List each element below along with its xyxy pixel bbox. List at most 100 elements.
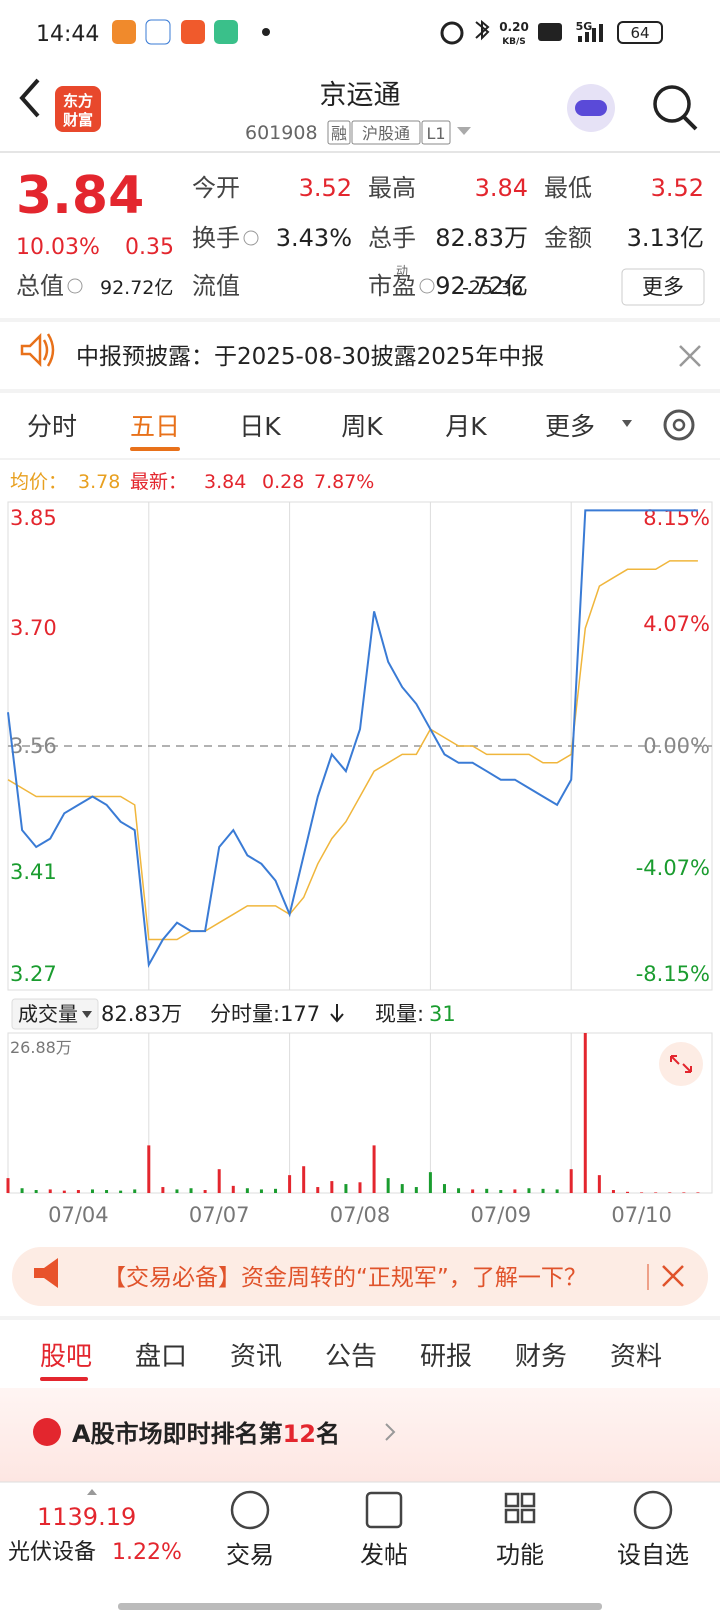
nav-item[interactable]: 发帖 (360, 1541, 408, 1569)
volume-bar (626, 1191, 630, 1193)
tab[interactable]: 五日 (130, 412, 180, 441)
close-banner[interactable] (662, 1265, 684, 1287)
volume-bar (611, 1190, 615, 1193)
nav-item[interactable]: 交易 (226, 1541, 274, 1569)
field-label: 换手 (192, 224, 240, 252)
ranking-suffix: 名 (316, 1420, 340, 1448)
field-label: 总值 (16, 272, 64, 300)
tab[interactable]: 更多 (545, 412, 595, 441)
volume-bar (34, 1190, 38, 1193)
field-label: 今开 (192, 174, 240, 202)
settings-button[interactable] (663, 409, 695, 441)
app-icon (145, 19, 171, 45)
search-handle (682, 115, 698, 131)
volume-bar (175, 1189, 179, 1193)
logo[interactable] (55, 86, 101, 132)
y2-tick-label: 4.07% (643, 612, 710, 636)
volume-frame (7, 1032, 713, 1194)
close-notice[interactable] (679, 345, 701, 367)
x-tick-label: 07/09 (471, 1203, 532, 1227)
section-tab[interactable]: 公告 (325, 1342, 377, 1372)
tab[interactable]: 周K (341, 412, 383, 441)
volume-bar (527, 1188, 531, 1193)
volume-bar (555, 1189, 559, 1193)
legend-pct: 7.87% (314, 471, 374, 493)
volume-bar (288, 1175, 292, 1193)
field-value: 3.52 (299, 174, 352, 202)
volume-bar (400, 1184, 404, 1193)
volume-bar (147, 1145, 151, 1193)
y-tick-label: 26.88万 (10, 1038, 72, 1057)
volume-selector[interactable] (11, 998, 99, 1030)
legend-change: 0.28 (262, 471, 304, 493)
ranking[interactable]: A股市场即时排名第12名 (72, 1420, 340, 1448)
volume-bar (20, 1188, 24, 1193)
volume-bar (513, 1189, 517, 1193)
section-tab[interactable]: 盘口 (135, 1342, 187, 1372)
tab[interactable]: 月K (445, 412, 487, 441)
dropdown[interactable] (622, 420, 632, 427)
section-tabs: 股吧 盘口 资讯 公告 研报 财务 资料 (40, 1342, 662, 1372)
tab[interactable]: 分时 (27, 412, 77, 441)
hd-icon (538, 23, 562, 41)
trade-icon (230, 1490, 270, 1530)
more-button[interactable] (621, 268, 705, 306)
volume-bar (640, 1192, 644, 1193)
volume-bar (231, 1185, 235, 1193)
stock-name: 京运通 (320, 80, 401, 111)
volume-bar (485, 1188, 489, 1193)
search-button[interactable] (653, 85, 691, 123)
bottom-nav: 交易 发帖 功能 设自选 (226, 1541, 689, 1569)
volume-bar (119, 1190, 123, 1193)
ranking-bg (0, 1388, 720, 1482)
field-value: 3.13亿 (627, 224, 704, 252)
megaphone-icon (34, 1258, 58, 1288)
y2-tick-label: -8.15% (636, 962, 710, 986)
section-tab[interactable]: 股吧 (40, 1342, 92, 1372)
more-label: 更多 (642, 275, 684, 299)
field-value: 3.43% (276, 224, 352, 252)
ranking-icon (33, 1418, 61, 1446)
index-change: 1.22% (112, 1540, 182, 1565)
bt-icon (475, 19, 490, 41)
field-value: 3.84 (475, 174, 528, 202)
section-tab[interactable]: 资讯 (230, 1342, 282, 1372)
down-arrow (330, 1004, 344, 1023)
tab[interactable]: 日K (239, 412, 281, 441)
section-tab[interactable]: 财务 (515, 1342, 567, 1372)
nav-item[interactable]: 设自选 (617, 1541, 689, 1569)
back-button[interactable] (19, 78, 40, 118)
volume-bar (428, 1172, 432, 1193)
post-icon (365, 1491, 403, 1529)
section-tab[interactable]: 研报 (420, 1342, 472, 1372)
index-value: 1139.19 (37, 1503, 136, 1531)
expand-button[interactable] (659, 1042, 703, 1086)
field-value: 3.52 (651, 174, 704, 202)
dropdown[interactable] (457, 127, 471, 135)
volume-bar (344, 1184, 348, 1193)
volume-bar (414, 1187, 418, 1193)
section-tab[interactable]: 资料 (610, 1342, 662, 1372)
gap (0, 1316, 720, 1320)
volume-bar (330, 1181, 334, 1193)
index-name[interactable]: 光伏设备 (8, 1540, 96, 1565)
y2-tick-label: -4.07% (636, 856, 710, 880)
price-chart: 3.853.703.563.413.278.15%4.07%0.00%-4.07… (7, 502, 712, 990)
promo-banner[interactable] (12, 1247, 708, 1306)
field-label: 金额 (544, 224, 592, 252)
volume-bar (274, 1188, 278, 1193)
ranking-rank: 12 (283, 1420, 316, 1448)
nav-item[interactable]: 功能 (496, 1541, 544, 1569)
quote-fields: 今开 3.52 最高 3.84 最低 3.52 换手 3.43% 总手 82.83万 金额 3.13亿… (16, 174, 704, 300)
volume-bar (217, 1169, 221, 1193)
logo-text: 财富 (63, 111, 93, 129)
volume-bar (597, 1175, 601, 1193)
volume-total: 82.83万 (101, 1002, 182, 1026)
volume-bar (386, 1178, 390, 1193)
speaker-icon (20, 332, 55, 368)
field-value: 92.72亿 (100, 277, 173, 299)
volume-bar (6, 1178, 10, 1193)
volume-bar (316, 1187, 320, 1193)
pe-mark: 动 (396, 264, 408, 278)
notice-text[interactable]: 中报预披露：于2025-08-30披露2025年中报 (76, 344, 544, 370)
